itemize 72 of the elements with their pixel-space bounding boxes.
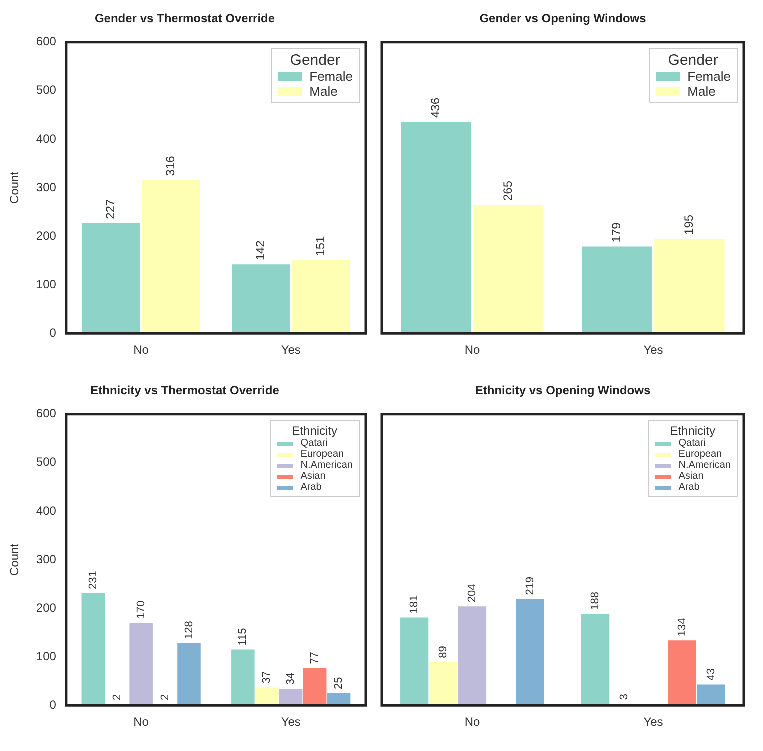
data-label: 2 bbox=[111, 694, 124, 701]
legend-title: Gender bbox=[667, 52, 720, 70]
legend-label: Qatari bbox=[678, 438, 706, 450]
legend-label: Arab bbox=[300, 482, 322, 494]
chart-title: Gender vs Opening Windows bbox=[480, 12, 647, 26]
legend-label: N.American bbox=[300, 460, 353, 472]
data-label: 89 bbox=[438, 646, 450, 658]
y-tick-label: 300 bbox=[36, 552, 57, 566]
data-label: 37 bbox=[261, 671, 274, 684]
data-label: 142 bbox=[253, 240, 268, 261]
y-tick-label: 400 bbox=[36, 132, 57, 146]
x-tick-label: No bbox=[464, 343, 480, 358]
data-label: 77 bbox=[309, 652, 322, 664]
data-label: 2 bbox=[159, 694, 172, 701]
legend-title: Ethnicity bbox=[669, 424, 717, 438]
legend-label: Male bbox=[688, 84, 716, 100]
y-tick-label: 100 bbox=[36, 649, 57, 664]
data-label: 181 bbox=[408, 595, 421, 614]
legend-label: Qatari bbox=[300, 438, 328, 450]
data-label: 227 bbox=[104, 199, 118, 220]
x-tick-label: No bbox=[134, 715, 150, 730]
x-tick-label: Yes bbox=[644, 715, 664, 730]
chart-title: Gender vs Thermostat Override bbox=[94, 12, 276, 26]
y-tick-label: 500 bbox=[36, 83, 57, 98]
data-label: 179 bbox=[610, 222, 624, 243]
x-tick-label: Yes bbox=[281, 343, 301, 358]
legend-label: European bbox=[300, 449, 344, 460]
legend-label: Male bbox=[310, 84, 338, 100]
legend-title: Ethnicity bbox=[291, 424, 339, 438]
y-tick-label: 200 bbox=[36, 228, 57, 243]
chart-title: Ethnicity vs Thermostat Override bbox=[90, 384, 280, 398]
data-label: 134 bbox=[676, 618, 688, 637]
y-tick-label: 300 bbox=[36, 180, 57, 194]
legend-title: Gender bbox=[289, 52, 342, 70]
data-label: 219 bbox=[524, 576, 536, 596]
y-tick-label: 200 bbox=[36, 600, 57, 615]
y-tick-label: 600 bbox=[36, 34, 57, 49]
data-label: 195 bbox=[682, 214, 696, 235]
data-label: 25 bbox=[333, 677, 346, 690]
data-label: 204 bbox=[466, 584, 479, 603]
y-tick-label: 0 bbox=[50, 698, 57, 712]
y-axis-title: Count bbox=[8, 543, 22, 576]
legend-label: N.American bbox=[678, 460, 731, 472]
x-tick-label: No bbox=[134, 343, 150, 358]
data-label: 316 bbox=[164, 156, 178, 176]
y-tick-label: 500 bbox=[36, 455, 57, 470]
data-label: 265 bbox=[501, 180, 516, 201]
data-label: 188 bbox=[590, 592, 602, 610]
legend-label: European bbox=[678, 449, 722, 460]
data-label: 34 bbox=[285, 672, 298, 686]
data-label: 151 bbox=[313, 236, 328, 256]
y-tick-label: 600 bbox=[36, 406, 57, 421]
y-tick-label: 100 bbox=[36, 277, 57, 292]
data-label: 436 bbox=[428, 98, 443, 118]
legend-label: Asian bbox=[300, 471, 326, 482]
x-tick-label: Yes bbox=[281, 715, 301, 730]
data-label: 128 bbox=[183, 621, 196, 640]
data-label: 170 bbox=[135, 600, 148, 620]
x-tick-label: Yes bbox=[644, 343, 664, 358]
legend-label: Female bbox=[688, 69, 731, 84]
data-label: 43 bbox=[705, 668, 718, 681]
legend-label: Asian bbox=[678, 471, 704, 482]
y-axis-title: Count bbox=[8, 171, 22, 204]
chart-title: Ethnicity vs Opening Windows bbox=[475, 384, 651, 398]
y-tick-label: 400 bbox=[36, 504, 57, 518]
data-label: 3 bbox=[618, 694, 631, 700]
legend-label: Arab bbox=[678, 482, 700, 494]
legend-label: Female bbox=[310, 69, 353, 84]
data-label: 231 bbox=[87, 571, 100, 590]
data-label: 115 bbox=[237, 628, 250, 646]
y-tick-label: 0 bbox=[50, 326, 57, 340]
x-tick-label: No bbox=[464, 715, 480, 730]
